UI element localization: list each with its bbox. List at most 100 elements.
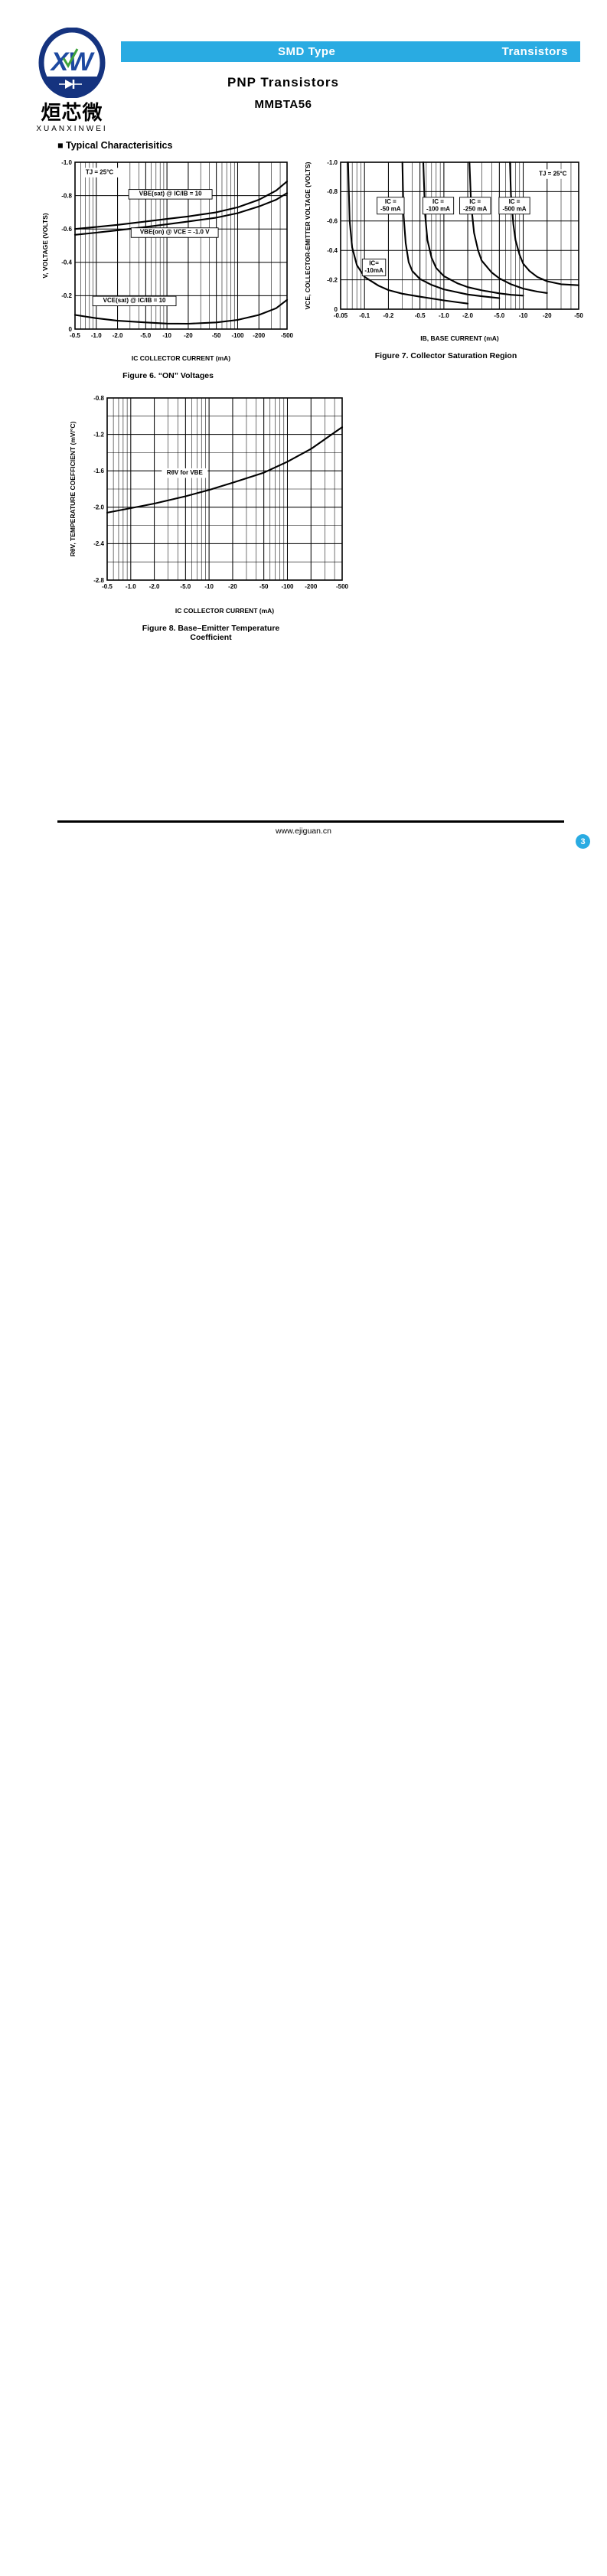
annotation: RθV for VBE xyxy=(167,469,204,476)
figure7-chart: -0.05 -0.1 -0.2 -0.5 -1.0 -2.0 -5.0 -10 -20 -50 0 -… xyxy=(302,153,589,350)
series-IC-50mA xyxy=(401,161,501,299)
x-tick-label: -20 xyxy=(184,332,193,339)
part-number: MMBTA56 xyxy=(254,98,312,111)
banner-left-label: SMD Type xyxy=(278,45,336,58)
x-axis-label: IB, BASE CURRENT (mA) xyxy=(420,334,499,342)
series-IC-500mA xyxy=(509,161,580,286)
x-tick-label: -1.0 xyxy=(439,312,449,319)
x-tick-label: -0.05 xyxy=(334,312,348,319)
series-VBEsat xyxy=(73,181,289,230)
typical-title: ■ Typical Characterisitics xyxy=(57,140,173,151)
annotation: -250 mA xyxy=(463,205,487,212)
series-VBEon xyxy=(73,192,289,236)
chart-fig6: -0.5 -1.0 -2.0 -5.0 -10 -20 -50 -100 -200 -500 0 -0… xyxy=(41,159,294,362)
annotation: -50 mA xyxy=(380,205,401,212)
x-tick-label: -2.0 xyxy=(462,312,473,319)
annotation: -100 mA xyxy=(426,205,450,212)
x-tick-label: -0.5 xyxy=(102,583,113,590)
y-tick-label: 0 xyxy=(69,326,73,333)
series-VCEsat xyxy=(73,298,289,325)
x-axis-label: IC COLLECTOR CURRENT (mA) xyxy=(175,607,274,615)
x-tick-label: -0.2 xyxy=(383,312,394,319)
y-tick-label: -0.4 xyxy=(327,247,338,254)
figure8: -0.5 -1.0 -2.0 -5.0 -10 -20 -50 -100 -200 -500 -0.… xyxy=(67,389,354,642)
annotation: IC = xyxy=(509,198,521,205)
header-banner: SMD Type Transistors xyxy=(121,41,580,62)
x-tick-label: -0.5 xyxy=(415,312,426,319)
x-tick-label: -20 xyxy=(543,312,552,319)
y-axis-label: VCE, COLLECTOR-EMITTER VOLTAGE (VOLTS) xyxy=(304,161,312,309)
logo-monogram: XW xyxy=(50,47,96,77)
annotation: TJ = 25°C xyxy=(539,170,567,177)
grid-major xyxy=(340,161,579,310)
annotation: VBE(on) @ VCE = -1.0 V xyxy=(140,229,210,236)
y-tick-label: -0.2 xyxy=(327,276,338,283)
annotation: -500 mA xyxy=(502,205,526,212)
y-tick-label: -0.6 xyxy=(61,226,72,233)
x-tick-label: -500 xyxy=(336,583,349,590)
y-tick-label: -0.6 xyxy=(327,218,338,225)
x-axis-label: IC COLLECTOR CURRENT (mA) xyxy=(132,354,230,362)
figure7: -0.05 -0.1 -0.2 -0.5 -1.0 -2.0 -5.0 -10 -20 -50 0 -… xyxy=(302,153,589,360)
chart-fig8: -0.5 -1.0 -2.0 -5.0 -10 -20 -50 -100 -200 -500 -0.… xyxy=(69,395,349,615)
x-tick-label: -2.0 xyxy=(113,332,123,339)
y-tick-label: -0.8 xyxy=(61,192,72,199)
x-tick-label: -2.0 xyxy=(149,583,160,590)
x-tick-label: -10 xyxy=(162,332,171,339)
page-title: PNP Transistors xyxy=(227,75,340,90)
annotation: IC= xyxy=(369,259,379,266)
annotation: IC = xyxy=(385,198,397,205)
y-tick-label: -1.0 xyxy=(61,159,72,166)
figure7-caption: Figure 7. Collector Saturation Region xyxy=(374,351,517,360)
x-tick-label: -20 xyxy=(228,583,237,590)
page-number-badge: 3 xyxy=(576,834,590,849)
footer-url: www.ejiguan.cn xyxy=(276,827,331,836)
annotation: -10mA xyxy=(364,267,383,274)
x-tick-label: -10 xyxy=(204,583,214,590)
datasheet-page-3: XW 烜芯微 XUANXINWEI SMD Type Transistors PNP… xyxy=(0,0,607,859)
y-axis-label: V, VOLTAGE (VOLTS) xyxy=(41,213,49,278)
x-tick-label: -500 xyxy=(281,332,294,339)
annotation: TJ = 25°C xyxy=(86,168,114,175)
y-tick-label: -2.0 xyxy=(93,504,104,511)
series-IC-100mA xyxy=(422,161,524,297)
footer-rule xyxy=(57,820,564,823)
x-tick-label: -5.0 xyxy=(180,583,191,590)
annotation: VBE(sat) @ IC/IB = 10 xyxy=(139,191,202,197)
x-tick-label: -200 xyxy=(305,583,318,590)
x-tick-label: -1.0 xyxy=(126,583,136,590)
figure8-caption: Figure 8. Base–Emitter Temperature xyxy=(142,624,280,633)
figure6: -0.5 -1.0 -2.0 -5.0 -10 -20 -50 -100 -200 -500 0 -0… xyxy=(40,153,296,380)
figure6-caption: Figure 6. “ON” Voltages xyxy=(122,371,214,380)
brand-name-en: XUANXINWEI xyxy=(36,125,108,134)
y-tick-label: -2.8 xyxy=(93,577,104,584)
annotation: IC = xyxy=(469,198,481,205)
y-tick-label: -0.8 xyxy=(327,188,338,195)
y-tick-label: 0 xyxy=(335,306,338,313)
series-IC-250mA xyxy=(468,161,548,294)
x-tick-label: -10 xyxy=(519,312,528,319)
y-tick-label: -1.0 xyxy=(327,159,338,166)
x-tick-label: -5.0 xyxy=(140,332,151,339)
x-tick-label: -100 xyxy=(231,332,244,339)
x-tick-label: -5.0 xyxy=(494,312,504,319)
y-tick-label: -0.2 xyxy=(61,292,72,299)
x-tick-label: -50 xyxy=(212,332,221,339)
x-tick-label: -0.1 xyxy=(359,312,370,319)
x-tick-label: -1.0 xyxy=(91,332,102,339)
x-tick-label: -0.5 xyxy=(70,332,80,339)
y-tick-label: -2.4 xyxy=(93,540,104,547)
x-tick-label: -100 xyxy=(281,583,294,590)
brand-name-cn: 烜芯微 xyxy=(41,101,103,124)
x-tick-label: -50 xyxy=(259,583,269,590)
grid-minor xyxy=(107,398,342,580)
y-tick-label: -1.6 xyxy=(93,468,104,474)
y-tick-label: -0.8 xyxy=(93,395,104,402)
chart-fig7: -0.05 -0.1 -0.2 -0.5 -1.0 -2.0 -5.0 -10 -20 -50 0 -… xyxy=(304,159,583,342)
annotation: IC = xyxy=(432,198,444,205)
banner-right-label: Transistors xyxy=(501,45,568,58)
annotation: VCE(sat) @ IC/IB = 10 xyxy=(103,297,166,304)
figure8-chart: -0.5 -1.0 -2.0 -5.0 -10 -20 -50 -100 -200 -500 -0.… xyxy=(67,389,354,622)
